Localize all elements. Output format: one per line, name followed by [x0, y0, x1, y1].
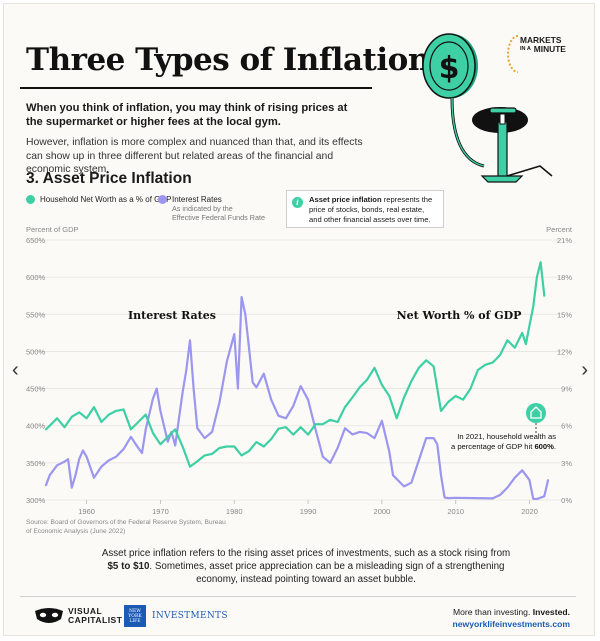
svg-text:$: $ [439, 51, 460, 86]
left-axis-unit: Percent of GDP [26, 225, 79, 234]
brand-line-2: IN A [520, 46, 531, 53]
series-line-interest-rates [44, 295, 550, 501]
y-right-tick-label: 9% [561, 385, 572, 394]
footnote-part2: . Sometimes, asset price appreciation ca… [149, 560, 505, 585]
source-note: Source: Board of Governors of the Federa… [26, 519, 226, 535]
series-line-networth [44, 261, 546, 468]
tagline-text: More than investing. [452, 607, 533, 617]
vc-line-1: VISUAL [68, 606, 103, 616]
tagline-bold: Invested. [532, 607, 570, 617]
asset-price-chart: 650% 600% 550% 500% 450% 400% 350% 300% 21% 18% 1… [26, 236, 572, 516]
footnote-bold: $5 to $10 [107, 560, 150, 572]
legend-networth-swatch [26, 195, 35, 204]
dollar-coin-icon: $ [422, 33, 478, 99]
annotation-networth: Net Worth % of GDP [397, 309, 522, 322]
bicycle-pump-icon [450, 97, 553, 183]
nyl-box: NEW YORK LIFE [124, 605, 146, 627]
y-right-tick-label: 3% [561, 459, 572, 468]
brand-line-1: MARKETS [520, 35, 562, 45]
y-right-tick-label: 0% [561, 496, 572, 505]
x-axis: 1960 1970 1980 1990 2000 2010 2020 [78, 500, 538, 516]
y-left-tick-label: 600% [26, 273, 46, 282]
y-left-tick-label: 350% [26, 459, 46, 468]
house-icon [530, 406, 542, 419]
x-tick-label: 2020 [521, 507, 538, 516]
info-icon: i [292, 197, 303, 208]
y-left-tick-label: 650% [26, 236, 46, 245]
y-left-tick-label: 500% [26, 347, 46, 356]
y-right-tick-label: 15% [557, 310, 572, 319]
y-left-tick-label: 300% [26, 496, 46, 505]
tagline: More than investing. Invested. newyorkli… [453, 606, 571, 630]
x-tick-label: 1990 [300, 507, 317, 516]
info-box: i Asset price inflation represents the p… [286, 190, 444, 228]
chart-annotations: Interest Rates Net Worth % of GDP In 2021,… [128, 309, 556, 451]
website-link[interactable]: newyorklifeinvestments.com [452, 619, 571, 629]
new-york-life-logo[interactable]: NEW YORK LIFE INVESTMENTS [124, 605, 228, 627]
page-title: Three Types of Inflation [26, 42, 430, 78]
nyl-investments-text: INVESTMENTS [152, 611, 228, 621]
x-tick-label: 1960 [78, 507, 95, 516]
footnote-part1: Asset price inflation refers to the risi… [101, 548, 511, 559]
legend-rates-sub2: Effective Federal Funds Rate [172, 213, 265, 222]
y-right-tick-label: 18% [557, 273, 572, 282]
chart-grid [32, 239, 562, 501]
chart-series [44, 261, 550, 501]
info-box-bold: Asset price inflation [309, 195, 382, 204]
legend-rates: Interest Rates As indicated by the Effec… [158, 195, 265, 222]
intro-text: However, inflation is more complex and n… [26, 137, 363, 175]
y-left-tick-label: 450% [26, 385, 46, 394]
y-left-tick-label: 400% [26, 422, 46, 431]
logo-ring-icon [507, 35, 519, 73]
y-right-tick-label: 6% [561, 422, 572, 431]
intro-bold: When you think of inflation, you may thi… [26, 102, 348, 128]
footnote: Asset price inflation refers to the risi… [96, 548, 516, 586]
y-right-tick-label: 12% [557, 347, 572, 356]
chevron-right-icon[interactable]: › [581, 359, 588, 381]
y-axis-right: 21% 18% 15% 12% 9% 6% 3% 0% [557, 236, 572, 505]
section-heading: 3. Asset Price Inflation [26, 170, 192, 187]
house-icon-badge [526, 403, 546, 423]
legend-networth: Household Net Worth as a % of GDP [26, 195, 171, 204]
right-axis-unit: Percent [546, 225, 572, 234]
y-axis-left: 650% 600% 550% 500% 450% 400% 350% 300% [26, 236, 46, 505]
legend-networth-label: Household Net Worth as a % of GDP [40, 195, 172, 204]
title-underline [20, 87, 372, 89]
footer-divider [20, 596, 576, 597]
vc-mask-icon [35, 608, 63, 623]
x-tick-label: 2000 [374, 507, 391, 516]
y-right-tick-label: 21% [557, 236, 572, 245]
vc-line-2: CAPITALIST [68, 615, 123, 625]
y-left-tick-label: 550% [26, 310, 46, 319]
legend-rates-sub1: As indicated by the [172, 204, 233, 213]
info-box-text: represents the price of stocks, bonds, r… [309, 195, 433, 224]
x-tick-label: 2010 [447, 507, 464, 516]
annotation-2021-bold: 600% [534, 442, 554, 451]
chevron-left-icon[interactable]: ‹ [12, 359, 19, 381]
annotation-interest-rates: Interest Rates [128, 309, 216, 322]
brand-line-3: MINUTE [533, 44, 566, 54]
visual-capitalist-logo[interactable]: VISUAL CAPITALIST [34, 607, 122, 625]
markets-in-a-minute-logo: MARKETS IN A MINUTE [506, 32, 574, 76]
x-tick-label: 1980 [226, 507, 243, 516]
annotation-2021-line1: In 2021, household wealth as [457, 432, 556, 441]
legend-rates-label: Interest Rates [172, 195, 222, 204]
x-tick-label: 1970 [152, 507, 169, 516]
annotation-2021-line2: a percentage of GDP hit 600%. [451, 442, 556, 451]
dollar-coin-pump-illustration: $ [422, 33, 553, 183]
legend-rates-swatch [158, 195, 167, 204]
brand-text: MARKETS IN A MINUTE [520, 36, 566, 54]
